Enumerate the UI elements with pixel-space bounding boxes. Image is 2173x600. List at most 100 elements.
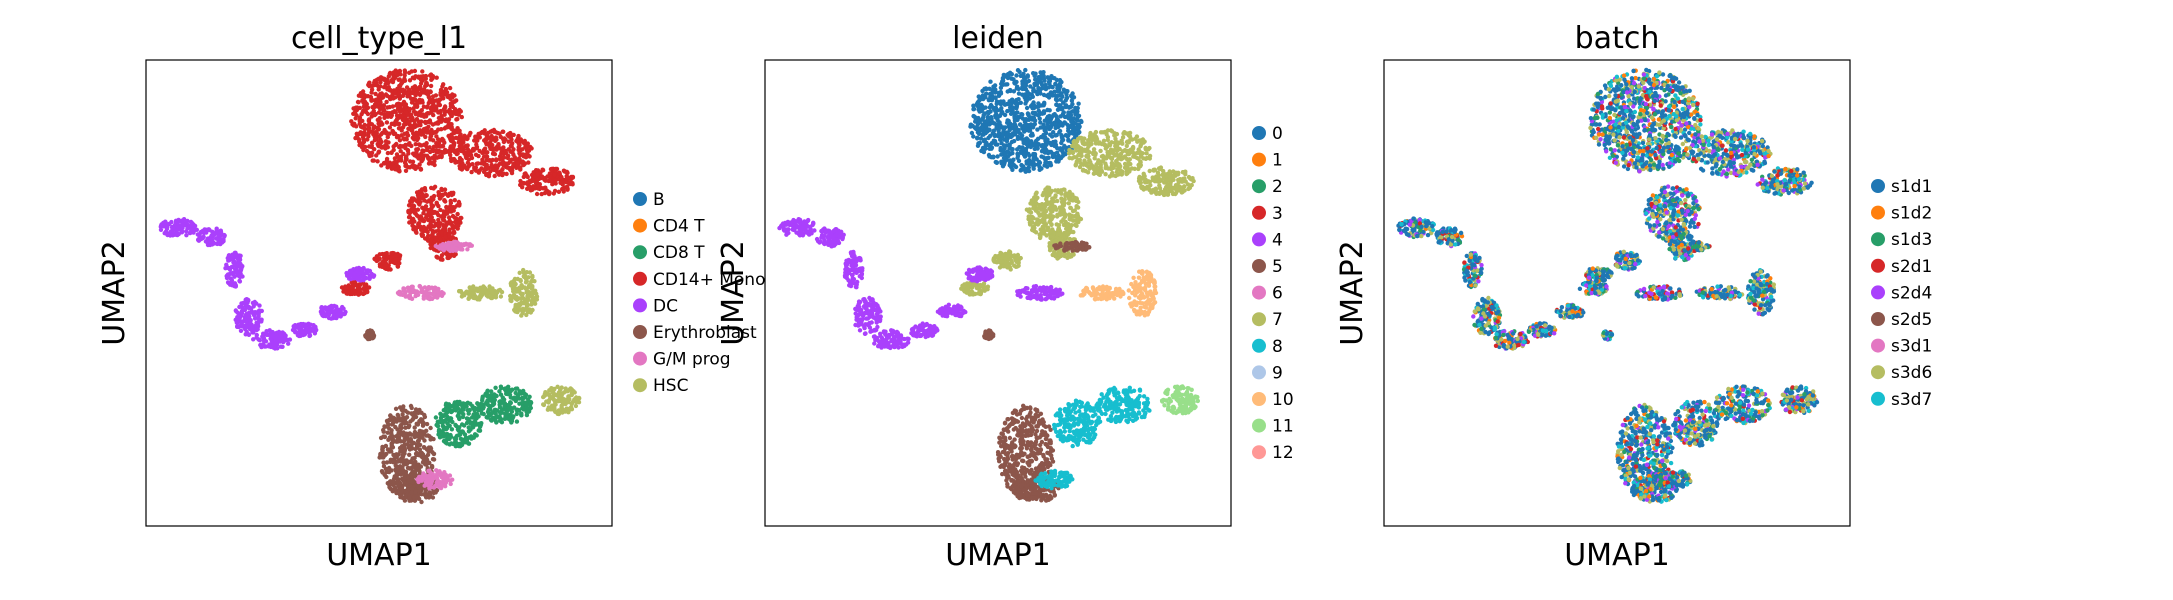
cell-point [439, 153, 444, 158]
cell-point [375, 159, 380, 164]
cell-point [475, 138, 480, 143]
cell-point [410, 100, 415, 105]
cell-point [503, 148, 508, 154]
cell-point [360, 109, 365, 115]
cell-point [384, 460, 390, 465]
cell-point [426, 449, 431, 454]
cell-point [422, 236, 428, 241]
cell-point [443, 125, 448, 130]
cell-point [392, 453, 398, 459]
cell-point [503, 414, 508, 419]
cell-point [329, 316, 334, 321]
cell-point [977, 140, 983, 145]
cell-point [393, 167, 398, 172]
cell-point [460, 144, 465, 150]
cell-point [522, 138, 527, 144]
cell-point [433, 415, 439, 420]
cell-point [401, 407, 406, 413]
cell-point [436, 109, 441, 114]
cell-point [279, 332, 284, 337]
cell-point [359, 143, 365, 148]
cell-point [413, 414, 419, 420]
cell-point [430, 291, 435, 297]
cell-point [490, 157, 495, 163]
cell-point [401, 151, 406, 157]
cell-point [177, 227, 182, 232]
cell-point [455, 211, 460, 217]
cell-point [520, 185, 525, 190]
cell-point [470, 162, 475, 167]
legend-item: DC [633, 296, 678, 316]
cell-point [1017, 145, 1022, 150]
cell-point [236, 319, 241, 325]
cell-point [387, 435, 392, 440]
cell-point [1072, 121, 1078, 126]
cell-point [382, 115, 387, 121]
panel-title: cell_type_l1 [291, 21, 467, 56]
cell-point [421, 445, 427, 450]
cell-point [533, 168, 539, 173]
cell-point [418, 84, 423, 90]
legend-label: DC [653, 296, 678, 316]
cell-point [355, 269, 361, 275]
cell-point [366, 82, 371, 88]
cell-point [497, 156, 503, 162]
cell-point [1016, 91, 1022, 96]
cell-point [401, 117, 406, 123]
cell-point [474, 145, 479, 151]
cell-point [393, 257, 398, 262]
cell-point [1024, 105, 1030, 111]
cell-point [465, 408, 471, 413]
cell-point [451, 143, 457, 148]
cell-point [424, 141, 429, 146]
cell-point [450, 477, 455, 482]
cell-point [447, 232, 452, 238]
x-axis-label: UMAP1 [326, 538, 432, 573]
cell-point [1006, 131, 1011, 136]
legend-marker [633, 325, 647, 339]
cell-point [383, 139, 389, 144]
cell-point [571, 389, 576, 394]
cell-point [448, 111, 453, 116]
cell-point [374, 100, 379, 105]
cell-point [353, 105, 359, 110]
cell-point [354, 275, 359, 280]
cell-point [423, 76, 428, 82]
cell-point [424, 105, 430, 110]
cell-point [397, 126, 402, 131]
cell-point [391, 460, 396, 465]
cell-point [257, 303, 262, 308]
cell-point [391, 420, 396, 425]
cell-point [444, 426, 449, 431]
cell-point [449, 409, 454, 415]
cell-point [395, 427, 400, 432]
cell-point [476, 428, 481, 433]
cell-point [378, 84, 383, 89]
cell-point [374, 153, 379, 158]
cell-point [525, 174, 530, 180]
cell-point [356, 265, 362, 271]
cell-point [501, 163, 506, 168]
cell-point [494, 147, 499, 152]
cell-point [437, 469, 442, 474]
cell-point [524, 277, 529, 282]
cell-point [982, 86, 987, 92]
cell-point [196, 237, 201, 243]
cell-point [453, 422, 458, 428]
cell-point [1053, 81, 1058, 87]
cell-point [394, 135, 400, 140]
cell-point [1021, 129, 1027, 134]
cell-point [385, 165, 390, 170]
legend-marker [633, 245, 647, 260]
cell-point [411, 196, 416, 201]
cell-point [225, 280, 231, 285]
cell-point [455, 129, 460, 135]
cell-point [393, 253, 399, 258]
cell-point [537, 186, 542, 192]
cell-point [552, 188, 558, 194]
cell-point [449, 135, 455, 140]
cell-point [461, 138, 466, 143]
cell-point [475, 414, 480, 419]
cell-point [508, 298, 513, 303]
cell-point [509, 170, 515, 176]
